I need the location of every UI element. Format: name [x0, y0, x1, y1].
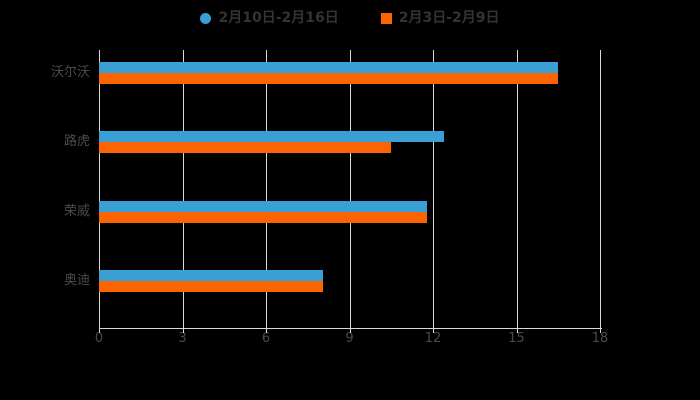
bar[interactable] — [99, 200, 428, 212]
y-axis-label-1: 路虎 — [63, 134, 90, 150]
x-axis-tick-label-3: 9 — [345, 331, 354, 346]
y-axis-label-2: 荣威 — [63, 203, 90, 219]
gridline — [600, 50, 601, 328]
x-axis-tick-label-1: 3 — [178, 331, 187, 346]
x-axis-tick-label-0: 0 — [94, 331, 104, 346]
x-axis-line — [99, 328, 602, 329]
legend-item-series-1[interactable]: 2月3日-2月9日 — [380, 10, 500, 26]
plot-area — [99, 50, 601, 328]
x-axis-tick-mark — [266, 328, 267, 333]
y-axis-label-3: 奥迪 — [63, 273, 90, 289]
bar[interactable] — [99, 142, 392, 154]
legend-label-series-1: 2月3日-2月9日 — [398, 10, 500, 26]
y-axis-category-labels: 沃尔沃路虎荣威奥迪 — [0, 50, 90, 328]
x-axis-tick-label-5: 15 — [508, 331, 525, 346]
x-axis-tick-mark — [600, 328, 601, 333]
gridline — [433, 50, 434, 328]
x-axis-tick-labels: 0 3 6 9 12 15 18 — [0, 332, 700, 352]
chart-legend: 2月10日-2月16日 2月3日-2月9日 — [0, 6, 700, 30]
bar[interactable] — [99, 72, 559, 84]
legend-label-series-0: 2月10日-2月16日 — [218, 10, 339, 26]
x-axis-tick-mark — [516, 328, 518, 333]
legend-square-marker-icon — [380, 12, 392, 24]
x-axis-tick-label-2: 6 — [261, 331, 271, 346]
gridline — [266, 50, 267, 328]
gridline — [349, 50, 351, 328]
bar[interactable] — [99, 211, 428, 223]
bar[interactable] — [99, 270, 324, 282]
y-axis-line — [99, 50, 100, 328]
gridline — [182, 50, 184, 328]
bar[interactable] — [99, 61, 559, 73]
legend-circle-marker-icon — [200, 12, 212, 24]
x-axis-tick-mark — [182, 328, 184, 333]
bar[interactable] — [99, 281, 324, 293]
x-axis-tick-mark — [433, 328, 434, 333]
y-axis-label-0: 沃尔沃 — [50, 64, 90, 80]
x-axis-tick-mark — [99, 328, 100, 333]
bar[interactable] — [99, 131, 445, 143]
x-axis-tick-mark — [349, 328, 351, 333]
x-axis-tick-label-4: 12 — [424, 331, 442, 346]
x-axis-tick-label-6: 18 — [591, 331, 609, 346]
gridline — [516, 50, 518, 328]
legend-item-series-0[interactable]: 2月10日-2月16日 — [200, 10, 339, 26]
